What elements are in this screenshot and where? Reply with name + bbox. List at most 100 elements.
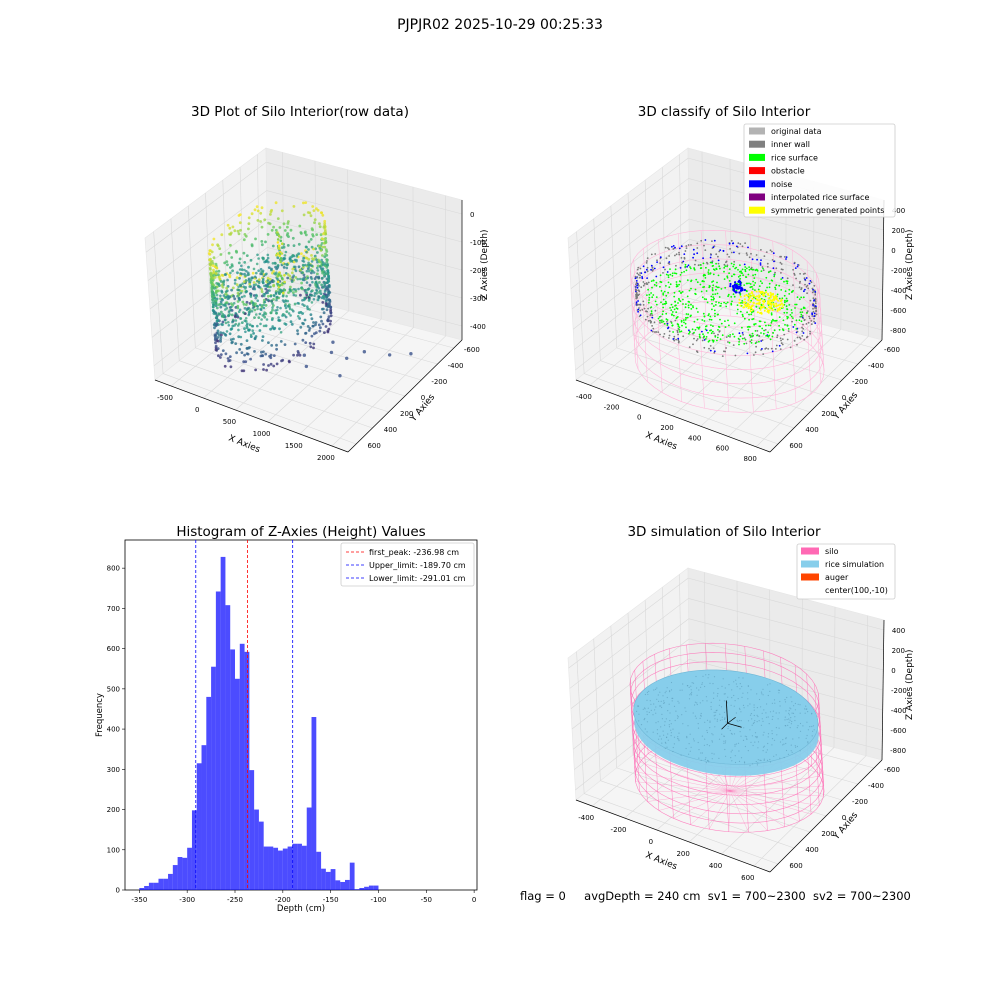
rice-sim-point	[667, 710, 669, 712]
rice-sim-point	[788, 714, 791, 716]
rice-sim-point	[769, 683, 771, 685]
rice-sim-point	[733, 694, 735, 697]
rice-surface-point	[673, 295, 676, 298]
rice-sim-point	[735, 743, 738, 745]
wall-point	[810, 281, 813, 284]
rice-sim-point	[676, 715, 679, 717]
rice-surface-point	[748, 282, 750, 285]
rice-sim-point	[670, 723, 672, 725]
data-point	[275, 271, 278, 275]
data-point	[321, 301, 325, 304]
tick-labels: -5000500100015002000-600-400-20002004006…	[157, 211, 486, 462]
data-point	[245, 326, 249, 330]
rice-surface-point	[775, 284, 778, 287]
rice-sim-point	[711, 758, 713, 760]
data-point	[238, 348, 242, 351]
data-point	[280, 242, 284, 245]
rice-sim-point	[733, 733, 736, 735]
rice-sim-point	[716, 718, 719, 720]
rice-surface-point	[662, 292, 665, 295]
legend-label: Lower_limit: -291.01 cm	[369, 574, 466, 583]
data-point	[326, 305, 330, 308]
wall-point	[637, 273, 640, 276]
data-point	[243, 312, 247, 315]
rice-surface-point	[675, 283, 678, 286]
symmetric-point	[781, 306, 784, 309]
data-point	[275, 362, 279, 366]
data-point	[274, 228, 278, 232]
wall-point	[799, 272, 801, 275]
rice-surface-point	[700, 290, 703, 293]
data-point	[283, 262, 287, 266]
symmetric-point	[755, 290, 758, 293]
legend-swatch	[749, 140, 765, 148]
wall-point	[642, 284, 645, 287]
data-point	[252, 281, 256, 284]
rice-sim-point	[695, 675, 697, 678]
data-point	[293, 342, 297, 346]
data-point	[276, 275, 280, 278]
z-tick-label: 0	[470, 211, 474, 219]
rice-sim-point	[794, 745, 796, 747]
data-point	[304, 201, 308, 205]
rice-sim-point	[727, 725, 729, 728]
symmetric-point	[776, 309, 779, 312]
symmetric-point	[756, 311, 759, 314]
data-point	[311, 257, 314, 260]
data-point	[294, 269, 298, 273]
rice-surface-point	[711, 287, 714, 289]
data-point	[322, 232, 325, 236]
wall-point	[793, 261, 796, 264]
y-tick-label: 600	[789, 862, 802, 870]
grid-line	[211, 334, 406, 397]
rice-sim-point	[736, 686, 738, 688]
rice-surface-point	[682, 303, 684, 305]
wall-point	[734, 354, 737, 357]
data-point	[323, 281, 327, 284]
rice-surface-point	[760, 332, 762, 334]
grid-line	[571, 218, 690, 310]
symmetric-point	[767, 300, 770, 303]
rice-surface-point	[754, 289, 756, 291]
wall-point	[746, 352, 749, 355]
data-point	[311, 228, 314, 232]
symmetric-point	[749, 310, 752, 313]
rice-sim-point	[718, 738, 721, 740]
data-point	[307, 261, 310, 265]
rice-surface-point	[671, 272, 674, 275]
data-point	[319, 233, 323, 237]
data-point	[262, 363, 265, 366]
data-point	[296, 353, 299, 357]
data-point	[276, 232, 280, 236]
rice-surface-point	[713, 297, 715, 300]
data-point	[230, 264, 234, 268]
rice-surface-point	[774, 286, 776, 289]
data-point	[238, 221, 242, 225]
data-point	[216, 244, 220, 248]
rice-sim-point	[811, 712, 813, 714]
data-point	[215, 315, 219, 319]
wall-point	[766, 265, 769, 268]
data-point	[254, 293, 258, 297]
wall-point	[813, 299, 815, 302]
rice-surface-point	[653, 283, 656, 286]
rice-surface-point	[784, 301, 786, 304]
wall-point	[635, 281, 638, 284]
wall-point	[650, 264, 653, 267]
rice-sim-point	[798, 737, 800, 739]
data-point	[279, 260, 282, 264]
rice-surface-point	[686, 295, 689, 298]
rice-surface-point	[716, 292, 719, 295]
data-point	[252, 332, 256, 335]
grid-line	[243, 308, 438, 365]
data-point	[234, 312, 237, 315]
data-point	[316, 298, 320, 302]
data-point	[285, 310, 289, 313]
rice-surface-point	[733, 335, 736, 338]
rice-sim-point	[740, 735, 742, 737]
rice-surface-point	[785, 297, 788, 300]
data-point	[263, 315, 267, 319]
rice-sim-point	[742, 692, 744, 694]
data-point	[294, 294, 298, 297]
